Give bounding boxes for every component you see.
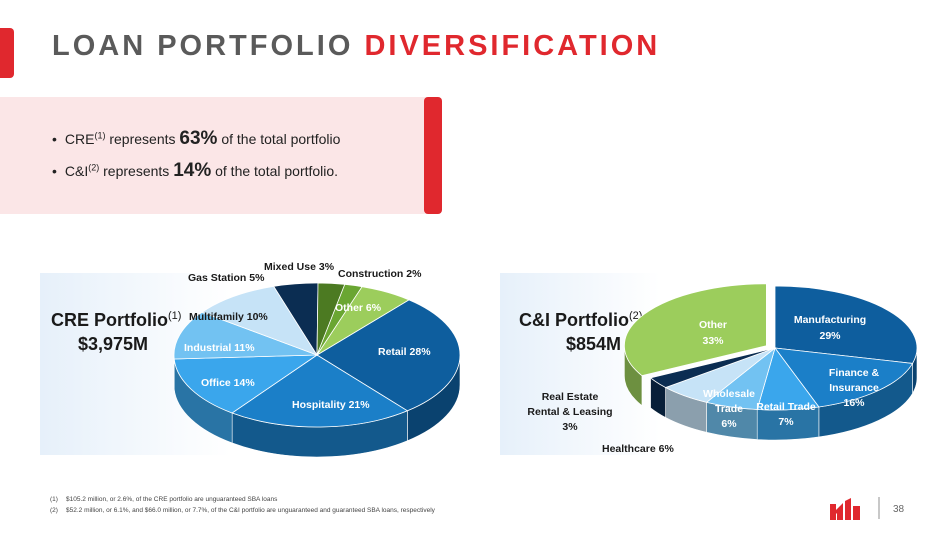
cre-label-industrial: Industrial 11%: [184, 342, 255, 354]
ci-panel-title-text: C&I Portfolio: [519, 310, 629, 330]
footnote-1-mark: (1): [50, 496, 58, 503]
cre-label-retail: Retail 28%: [378, 346, 431, 358]
footnote-1-text: $105.2 million, or 2.6%, of the CRE port…: [66, 496, 278, 503]
cre-label-mixed-use: Mixed Use 3%: [264, 261, 335, 273]
footnote-2-mark: (2): [50, 507, 58, 514]
callout-accent-tab: [424, 97, 442, 214]
bullet-ci-mid: represents: [99, 163, 174, 179]
bullet-dot-icon: •: [52, 131, 57, 147]
bullet-dot-icon: •: [52, 163, 57, 179]
ci-pie-chart: [624, 283, 918, 441]
cre-label-office: Office 14%: [201, 377, 255, 389]
cre-panel-title: CRE Portfolio(1): [51, 310, 181, 331]
cre-panel-title-sup: (1): [168, 310, 182, 322]
footer-divider: [878, 497, 880, 519]
page-title-part2: DIVERSIFICATION: [364, 30, 661, 62]
left-accent-bar: [0, 28, 14, 78]
ci-slice-manufacturing: [774, 285, 918, 364]
bullet-cre-value: 63%: [179, 128, 218, 149]
page-number: 38: [893, 504, 905, 515]
cre-label-other: Other 6%: [335, 302, 382, 314]
ci-label-real-estate-line3: 3%: [562, 421, 578, 433]
company-logo-icon: [830, 498, 860, 520]
cre-panel-amount: $3,975M: [78, 334, 149, 354]
ci-label-manufacturing-line1: Manufacturing: [794, 314, 866, 326]
ci-label-wholesale-line2: Trade: [715, 403, 743, 415]
ci-label-real-estate-line2: Rental & Leasing: [527, 406, 612, 418]
ci-label-retail-trade-line1: Retail Trade: [756, 401, 816, 413]
page-title-part1: LOAN PORTFOLIO: [52, 30, 354, 62]
ci-label-finance-line1: Finance &: [829, 367, 880, 379]
ci-label-other-line2: 33%: [702, 335, 724, 347]
ci-label-wholesale-line1: Wholesale: [703, 388, 755, 400]
cre-slice-hospitality: [231, 354, 409, 428]
cre-pie-chart: [173, 282, 461, 458]
page-title: LOAN PORTFOLIO DIVERSIFICATION: [52, 30, 660, 63]
bullet-ci-value: 14%: [173, 160, 212, 181]
footnote-2-text: $52.2 million, or 6.1%, and $66.0 millio…: [66, 507, 435, 514]
bullet-ci: • C&I(2) represents 14% of the total port…: [52, 160, 338, 182]
cre-label-multifamily: Multifamily 10%: [189, 311, 268, 323]
ci-slice-real-estate-rental-leasing: [649, 347, 776, 388]
footnote-2: (2) $52.2 million, or 6.1%, and $66.0 mil…: [50, 507, 435, 514]
cre-label-hospitality: Hospitality 21%: [292, 399, 370, 411]
bullet-ci-post: of the total portfolio.: [211, 163, 339, 179]
ci-label-real-estate-line1: Real Estate: [542, 391, 599, 403]
ci-label-retail-trade-line2: 7%: [778, 416, 794, 428]
ci-panel-amount: $854M: [566, 334, 622, 354]
bullet-cre-post: of the total portfolio: [217, 131, 341, 147]
cre-slice-office: [173, 354, 319, 414]
bullet-ci-pre: C&I: [64, 163, 89, 179]
cre-label-construction: Construction 2%: [338, 268, 422, 280]
footnote-1: (1) $105.2 million, or 2.6%, of the CRE p…: [50, 496, 277, 503]
ci-slice-finance-insurance: [774, 347, 914, 408]
cre-slice-multifamily: [201, 285, 318, 356]
summary-callout: [0, 97, 434, 214]
cre-slice-other: [316, 286, 410, 356]
bullet-cre: • CRE(1) represents 63% of the total port…: [52, 128, 340, 150]
bullet-cre-mid: represents: [105, 131, 180, 147]
ci-label-manufacturing-line2: 29%: [819, 330, 841, 342]
ci-label-finance-line2: Insurance: [829, 382, 879, 394]
cre-label-gas-station: Gas Station 5%: [188, 272, 265, 284]
bullet-ci-sup: (2): [88, 162, 100, 173]
ci-label-healthcare: Healthcare 6%: [602, 443, 674, 455]
cre-slice-retail: [316, 299, 461, 412]
bullet-cre-pre: CRE: [64, 131, 95, 147]
ci-slice-other: [624, 283, 767, 377]
cre-panel-title-text: CRE Portfolio: [51, 310, 168, 330]
ci-label-wholesale-line3: 6%: [721, 418, 737, 430]
cre-slice-industrial: [173, 311, 318, 360]
bullet-cre-sup: (1): [94, 130, 106, 141]
ci-label-other-line1: Other: [699, 319, 727, 331]
ci-label-finance-line3: 16%: [843, 397, 865, 409]
